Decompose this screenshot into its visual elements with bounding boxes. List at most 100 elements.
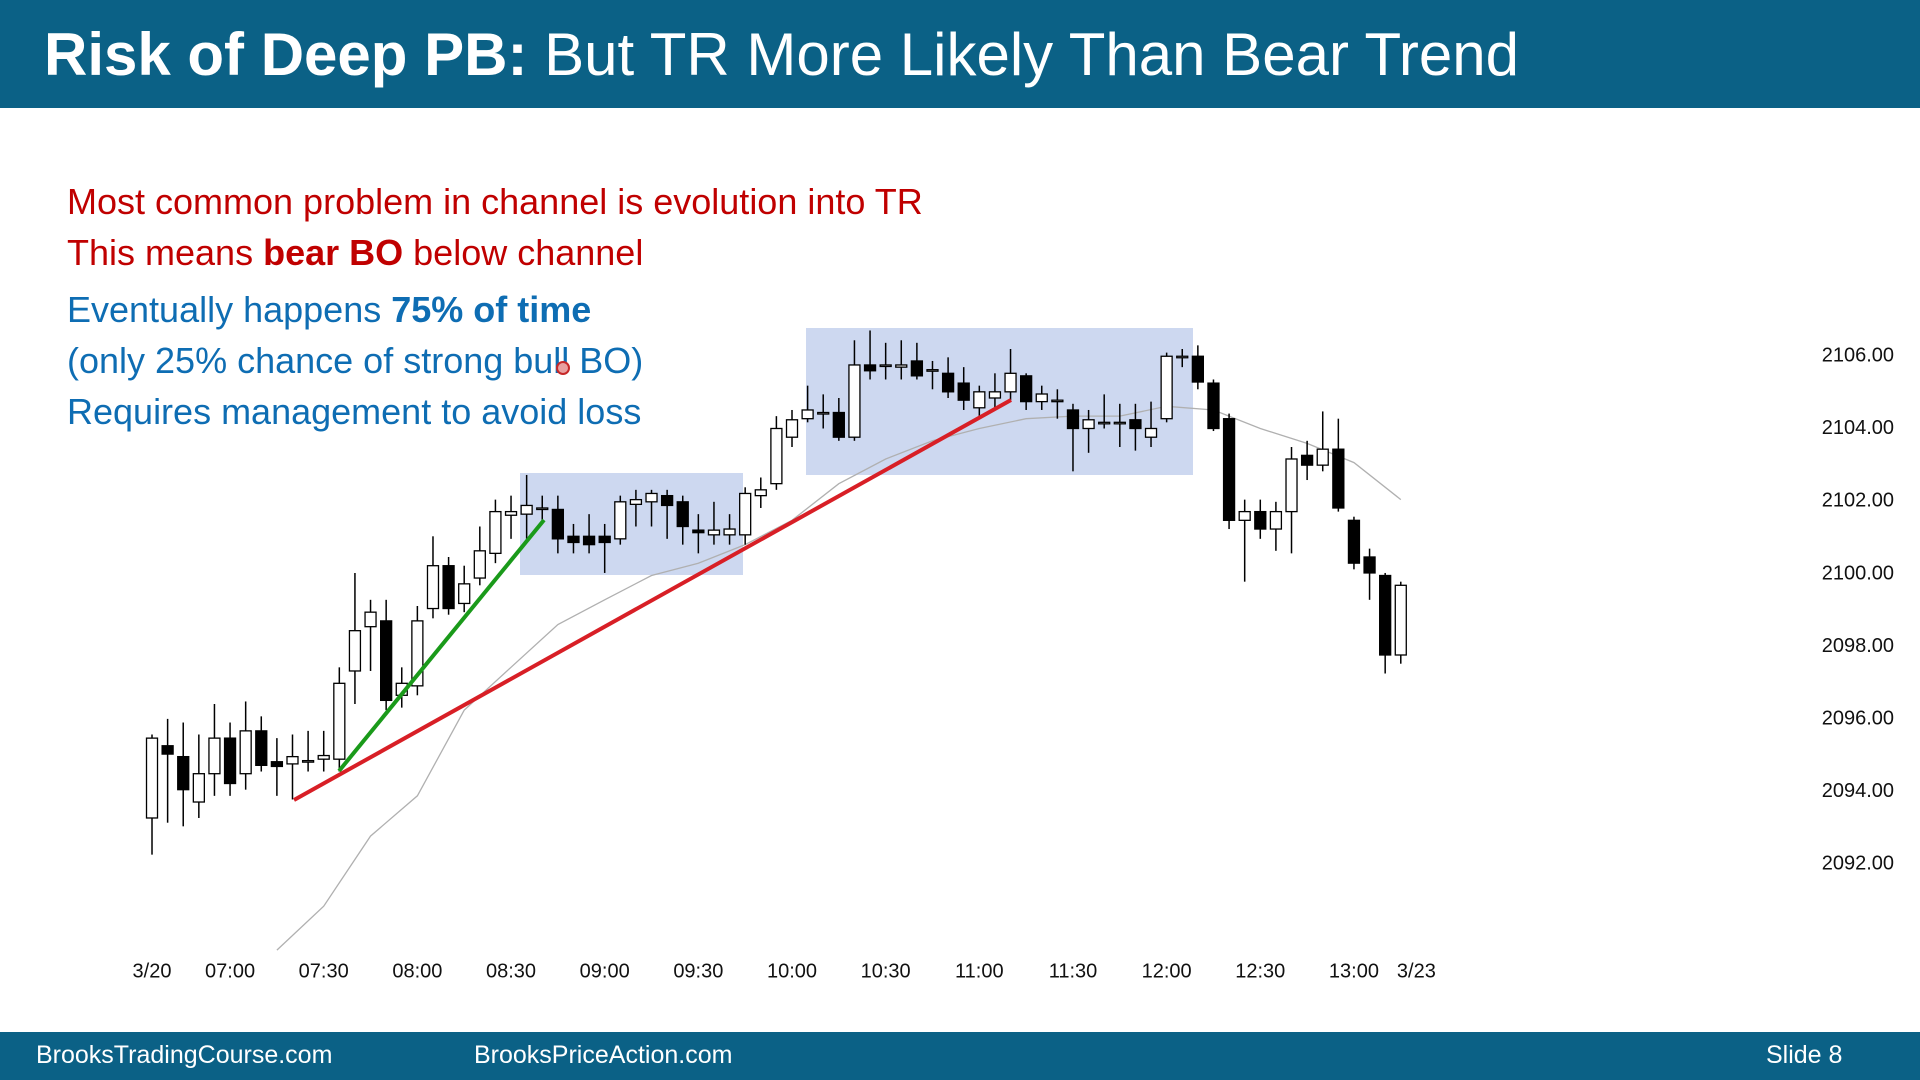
text: below channel [413,232,644,273]
candle-body [145,737,159,819]
candle-body [192,773,205,803]
candle-body [1300,454,1314,466]
title-bold: Risk of Deep PB: [44,21,528,88]
text-line: Eventually happens 75% of time [67,284,923,335]
x-tick-label: 13:00 [1329,960,1379,982]
text: Requires management to avoid loss [67,391,642,432]
candle-body [1332,448,1345,509]
candle-body [301,759,315,763]
header: Risk of Deep PB: But TR More Likely Than… [0,0,1920,108]
y-tick-label: 2098.00 [1822,635,1894,657]
candle-body [723,528,736,536]
text: This means [67,232,254,273]
candle-body [692,529,705,534]
candle-body [1316,448,1329,466]
x-tick-label: 11:30 [1049,960,1098,982]
candle-body [1160,355,1173,420]
candle-body [567,535,580,544]
candle-body [1144,427,1158,438]
text-line: Most common problem in channel is evolut… [67,176,923,227]
x-tick-label: 12:00 [1142,960,1192,982]
candle-body [1019,375,1033,403]
y-tick-label: 2092.00 [1822,853,1894,875]
candle-body [1066,409,1080,430]
candle-body [629,498,643,506]
text: (only 25% chance of strong bull BO) [67,340,644,381]
y-tick-label: 2106.00 [1822,345,1894,367]
candle-body [1035,393,1048,403]
text-line: (only 25% chance of strong bull BO) [67,335,923,386]
candle-body [739,492,752,536]
text-block: Most common problem in channel is evolut… [67,176,923,437]
candle-body [1238,510,1251,521]
text-line: This means bear BO below channel [67,227,923,278]
x-tick-label: 11:00 [955,960,1004,982]
candle-body [1285,458,1298,513]
x-tick-label: 10:00 [767,960,817,982]
candle-body [1098,421,1111,425]
candle-body [442,565,455,610]
candle-body [317,754,330,760]
x-tick-label: 09:00 [580,960,630,982]
candle-body [364,611,377,628]
candle-body [863,364,877,372]
candle-body [504,510,518,516]
candle-body [223,737,237,785]
candle-body [536,507,549,511]
candle-body [660,494,674,507]
candle-body [801,409,814,420]
text-line: Requires management to avoid loss [67,386,923,437]
footer-middle: BrooksPriceAction.com [474,1041,733,1069]
candle-body [926,369,939,372]
y-tick-label: 2096.00 [1822,708,1894,730]
candle-body [1207,382,1220,430]
candle-body [1363,556,1376,574]
x-tick-label: 08:00 [392,960,442,982]
candle-body [520,504,533,515]
candle-body [1379,574,1392,656]
y-tick-label: 2104.00 [1822,417,1894,439]
candle-body [1394,584,1407,656]
footer-left: BrooksTradingCourse.com [36,1041,333,1069]
candle-body [489,510,502,555]
candle-body [848,364,861,438]
candle-body [333,682,346,760]
y-tick-label: 2100.00 [1822,562,1894,584]
candle-body [270,761,284,768]
x-tick-label: 07:30 [299,960,349,982]
candle-body [1222,418,1236,521]
candle-body [1113,421,1126,425]
candle-body [941,372,955,393]
candle-body [1347,519,1361,564]
candle-body [208,737,221,775]
candle-body [161,745,174,755]
x-tick-label: 07:00 [205,960,255,982]
candle-body [707,529,721,536]
candle-body [239,730,252,775]
x-tick-label: 3/20 [133,960,172,982]
candle-body [1004,372,1017,393]
candle-body [1176,355,1189,359]
x-tick-label: 3/23 [1397,960,1436,982]
candle-body [645,492,658,503]
candle-body [676,501,689,528]
slide-title: Risk of Deep PB: But TR More Likely Than… [44,20,1519,89]
candle-body [973,391,986,409]
title-rest: But TR More Likely Than Bear Trend [544,21,1520,88]
candle-body [1254,510,1267,530]
candle-body [177,755,190,791]
candle-body [348,630,362,672]
candle-body [817,411,830,415]
candle-body [458,583,471,605]
text: Most common problem in channel is evolut… [67,181,923,222]
candle-body [957,382,970,401]
candle-body [598,535,611,544]
candle-body [1051,399,1064,403]
bold-text: bear BO [263,232,404,273]
x-tick-label: 12:30 [1235,960,1285,982]
trend-line [337,518,546,773]
candle-body [426,565,440,610]
candle-body [770,427,783,485]
cursor [556,361,570,375]
